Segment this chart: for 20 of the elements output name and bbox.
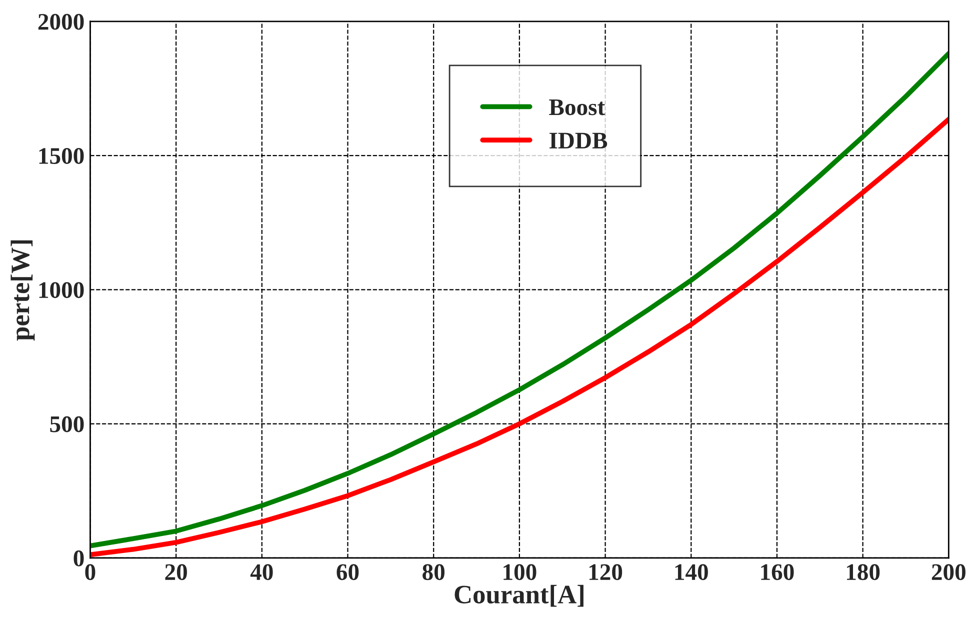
legend-label: Boost	[549, 100, 606, 116]
y-axis-title: perte[W]	[10, 240, 35, 341]
y-tick-label: 1500	[39, 148, 84, 164]
x-tick-label: 180	[847, 564, 880, 580]
y-tick-label: 0	[74, 550, 84, 566]
x-tick-label: 140	[675, 564, 708, 580]
x-tick-label: 0	[85, 564, 96, 580]
x-tick-label: 120	[589, 564, 622, 580]
x-tick-label: 60	[336, 564, 359, 580]
x-tick-label: 20	[165, 564, 187, 580]
x-axis-title: Courant[A]	[454, 584, 584, 607]
x-tick-label: 100	[504, 564, 536, 580]
x-tick-label: 80	[422, 564, 444, 580]
x-tick-label: 40	[250, 564, 273, 580]
y-tick-label: 2000	[38, 14, 84, 30]
y-tick-label: 500	[50, 416, 84, 432]
x-tick-label: 200	[932, 564, 966, 580]
legend-label: IDDB	[550, 132, 608, 148]
x-tick-label: 160	[761, 564, 794, 580]
y-tick-label: 1000	[39, 282, 84, 298]
